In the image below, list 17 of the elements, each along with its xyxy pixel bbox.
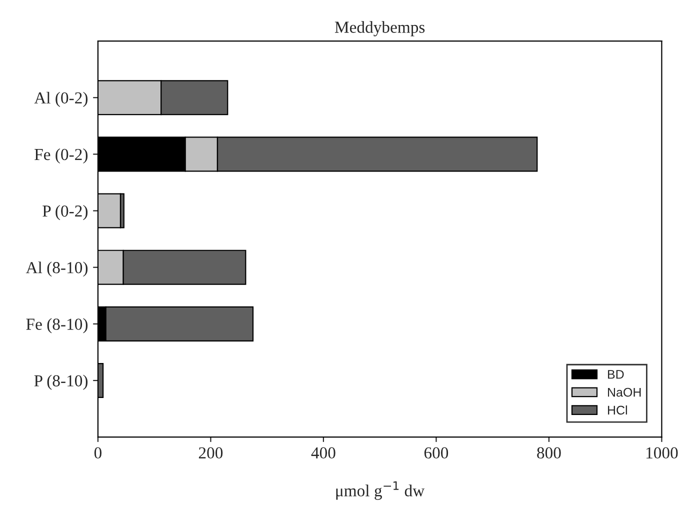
x-tick-label: 800 — [537, 447, 561, 459]
y-tick-label: Al (8-10) — [26, 262, 88, 277]
x-tick-label: 0 — [94, 447, 102, 459]
x-tick-label: 600 — [424, 447, 448, 459]
x-tick-label: 400 — [311, 447, 336, 459]
x-tick-label: 1000 — [646, 447, 678, 459]
y-tick-label: Al (0-2) — [34, 92, 88, 107]
y-tick-label: Fe (8-10) — [26, 318, 88, 334]
x-tick-label: 200 — [198, 447, 223, 459]
legend-label: NaOH — [608, 388, 641, 397]
y-tick-label: P (8-10) — [34, 374, 88, 390]
y-tick-label: Fe (0-2) — [34, 148, 88, 164]
x-axis-title: μmol g$^{−1}$ dw — [336, 481, 425, 500]
legend-label: HCl — [608, 405, 627, 415]
legend-label: BD — [608, 370, 624, 379]
chart-title: Meddybemps — [334, 21, 425, 36]
y-tick-label: P (0-2) — [42, 204, 88, 220]
